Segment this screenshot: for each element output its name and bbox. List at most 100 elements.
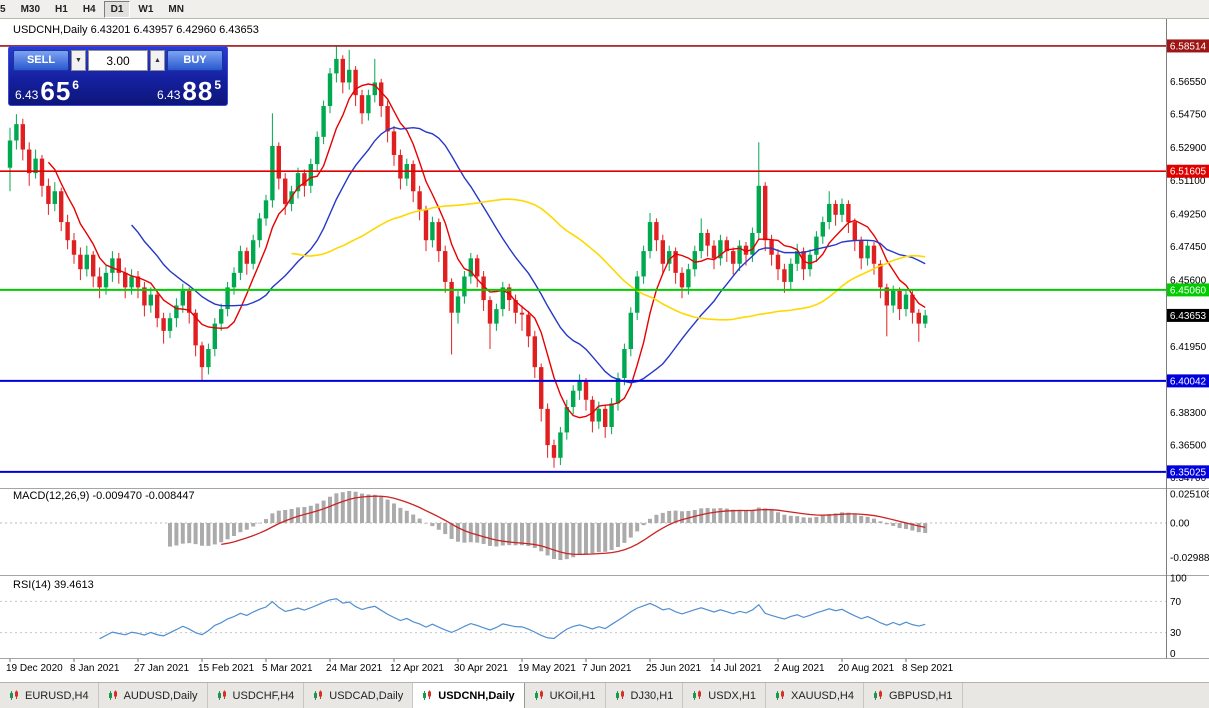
macd-bar bbox=[872, 518, 876, 523]
bull-candle bbox=[558, 432, 563, 458]
macd-bar bbox=[667, 510, 672, 523]
bull-candle bbox=[366, 95, 371, 114]
bear-candle bbox=[884, 287, 889, 306]
bear-candle bbox=[46, 185, 51, 204]
chart-canvas[interactable]: 6.56550 6.54750 6.52900 6.51100 6.49250 6.474… bbox=[0, 0, 1209, 683]
bear-candle bbox=[532, 336, 537, 368]
chart-tab-usdchf-h4[interactable]: USDCHF,H4 bbox=[208, 683, 305, 708]
macd-bar bbox=[219, 523, 224, 543]
macd-bar bbox=[788, 515, 793, 523]
macd-bar bbox=[321, 500, 326, 523]
macd-bar bbox=[731, 509, 736, 523]
macd-bar bbox=[891, 523, 896, 526]
macd-bar bbox=[539, 523, 544, 552]
macd-bar bbox=[200, 523, 204, 546]
macd-bar bbox=[360, 493, 364, 523]
bull-candle bbox=[462, 276, 467, 297]
macd-bar bbox=[897, 523, 902, 529]
macd-bar bbox=[308, 505, 313, 523]
chart-tab-dj30-h1[interactable]: DJ30,H1 bbox=[606, 683, 684, 708]
bull-candle bbox=[180, 290, 185, 306]
macd-bar bbox=[616, 523, 620, 547]
price-level-badge bbox=[1167, 39, 1209, 53]
macd-bar bbox=[411, 514, 416, 523]
buy-button[interactable]: BUY bbox=[167, 50, 223, 71]
macd-bar bbox=[840, 512, 844, 523]
macd-bar bbox=[296, 507, 300, 523]
macd-bar bbox=[494, 523, 499, 547]
bear-candle bbox=[123, 272, 128, 288]
bull-candle bbox=[52, 191, 57, 204]
timeframe-button-h1[interactable]: H1 bbox=[55, 3, 68, 15]
volume-input[interactable] bbox=[88, 50, 148, 71]
sell-button[interactable]: SELL bbox=[13, 50, 69, 71]
volume-increase-button[interactable]: ▲ bbox=[150, 50, 165, 71]
timeframe-button-m30[interactable]: M30 bbox=[20, 3, 41, 15]
chart-tab-usdcnh-daily[interactable]: USDCNH,Daily bbox=[413, 683, 525, 708]
bear-candle bbox=[769, 240, 774, 255]
chart-tab-icon bbox=[615, 690, 624, 700]
timeframe-button-w1[interactable]: W1 bbox=[138, 3, 154, 15]
macd-bar bbox=[577, 523, 582, 555]
bull-candle bbox=[295, 173, 301, 192]
volume-decrease-button[interactable]: ▼ bbox=[71, 50, 86, 71]
price-level-badge bbox=[1167, 164, 1209, 178]
timeframe-button-d1[interactable]: D1 bbox=[103, 0, 131, 18]
bull-candle bbox=[718, 240, 723, 259]
macd-bar bbox=[340, 492, 345, 523]
price-axis-label: 6.41950 bbox=[1170, 342, 1207, 353]
bear-candle bbox=[155, 294, 160, 319]
bear-candle bbox=[417, 191, 422, 210]
price-axis-label: 6.52900 bbox=[1170, 143, 1207, 154]
macd-bar bbox=[833, 513, 838, 523]
chart-tab-usdx-h1[interactable]: USDX,H1 bbox=[683, 683, 766, 708]
macd-bar bbox=[520, 523, 524, 546]
macd-bar bbox=[238, 523, 243, 533]
chart-tab-icon bbox=[217, 690, 226, 700]
chart-tab-usdcad-daily[interactable]: USDCAD,Daily bbox=[304, 683, 414, 708]
macd-bar bbox=[878, 521, 883, 523]
macd-bar bbox=[353, 491, 358, 523]
date-axis-label: 8 Sep 2021 bbox=[902, 663, 954, 674]
price-axis-label: 6.47450 bbox=[1170, 242, 1207, 253]
timeframe-button-mn[interactable]: MN bbox=[168, 3, 184, 15]
price-axis-label: 6.51100 bbox=[1170, 176, 1206, 187]
macd-bar bbox=[372, 494, 377, 523]
timeframe-button-h4[interactable]: H4 bbox=[82, 3, 96, 15]
bear-candle bbox=[539, 367, 544, 409]
sell-price[interactable]: 6.43 65 6 bbox=[15, 78, 79, 104]
timeframe-button-5[interactable]: 5 bbox=[0, 3, 6, 15]
chart-tab-gbpusd-h1[interactable]: GBPUSD,H1 bbox=[864, 683, 963, 708]
bear-candle bbox=[411, 164, 416, 192]
bull-candle bbox=[635, 276, 640, 313]
macd-bar bbox=[923, 523, 928, 534]
bull-candle bbox=[167, 318, 173, 331]
chart-tab-xauusd-h4[interactable]: XAUUSD,H4 bbox=[766, 683, 864, 708]
chart-tab-eurusd-h4[interactable]: EURUSD,H4 bbox=[0, 683, 99, 708]
bear-candle bbox=[724, 240, 729, 252]
bear-candle bbox=[775, 254, 781, 270]
bull-candle bbox=[225, 287, 230, 310]
bull-candle bbox=[622, 349, 627, 379]
macd-bar bbox=[456, 523, 460, 542]
macd-bar bbox=[334, 493, 339, 523]
bull-candle bbox=[571, 390, 576, 408]
chart-symbol-ohlc: USDCNH,Daily 6.43201 6.43957 6.42960 6.4… bbox=[13, 24, 259, 36]
macd-bar bbox=[776, 512, 780, 523]
macd-bar bbox=[756, 507, 761, 523]
bear-candle bbox=[782, 269, 787, 282]
chart-tab-ukoil-h1[interactable]: UKOil,H1 bbox=[525, 683, 606, 708]
bear-candle bbox=[731, 251, 736, 264]
price-axis: 6.56550 6.54750 6.52900 6.51100 6.49250 6.474… bbox=[1170, 77, 1207, 484]
bear-candle bbox=[27, 149, 32, 174]
chart-tab-icon bbox=[10, 690, 18, 700]
rsi-line bbox=[99, 598, 926, 640]
macd-bar bbox=[795, 516, 800, 523]
date-axis-label: 20 Aug 2021 bbox=[838, 663, 895, 674]
chart-tab-audusd-daily[interactable]: AUDUSD,Daily bbox=[99, 683, 208, 708]
buy-price[interactable]: 6.43 88 5 bbox=[157, 78, 221, 104]
bear-candle bbox=[385, 106, 390, 132]
bull-candle bbox=[33, 158, 38, 174]
one-click-trading-panel: SELL ▼ ▲ BUY 6.43 65 6 6.43 88 5 bbox=[8, 46, 228, 106]
bear-candle bbox=[859, 240, 864, 259]
